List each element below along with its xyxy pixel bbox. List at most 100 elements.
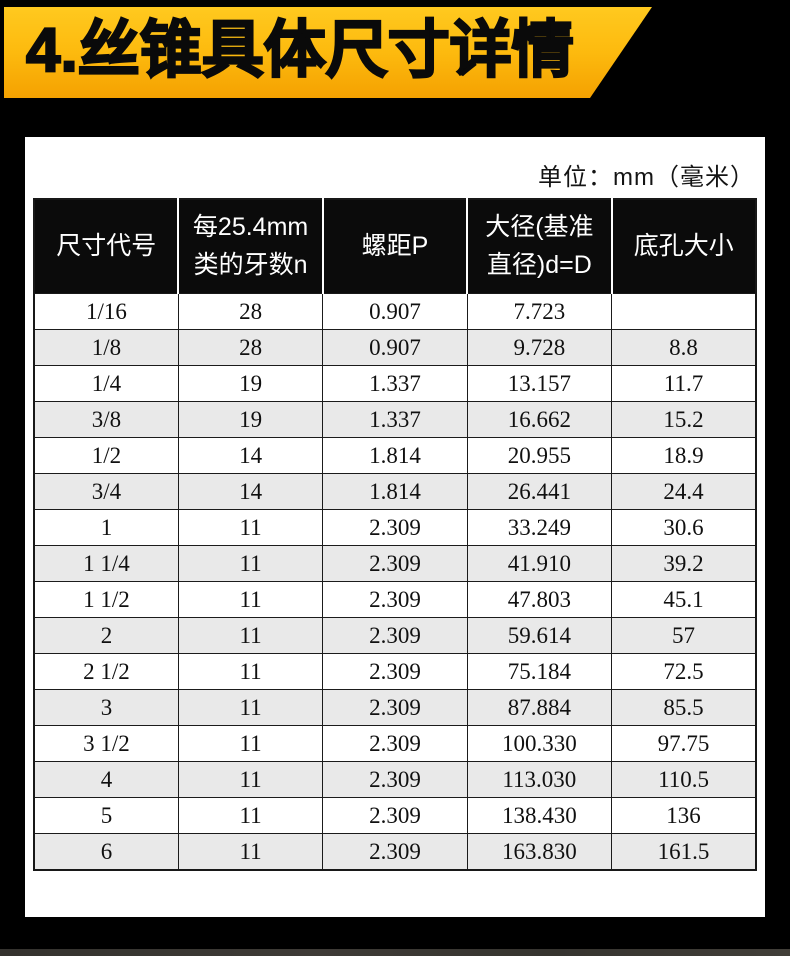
- cell-pilot-hole-size: 11.7: [611, 365, 757, 402]
- cell-major-diameter: 33.249: [466, 509, 613, 546]
- cell-pitch: 2.309: [322, 833, 468, 871]
- cell-pilot-hole-size: 30.6: [611, 509, 757, 546]
- cell-major-diameter: 75.184: [466, 653, 613, 690]
- cell-threads-per-inch: 19: [177, 365, 324, 402]
- cell-threads-per-inch: 11: [177, 617, 324, 654]
- cell-pitch: 1.337: [322, 401, 468, 438]
- cell-pilot-hole-size: 15.2: [611, 401, 757, 438]
- cell-pitch: 1.814: [322, 473, 468, 510]
- cell-threads-per-inch: 11: [177, 833, 324, 871]
- table-row: 2 11 2.309 59.614 57: [33, 617, 757, 654]
- cell-size-code: 3/8: [33, 401, 179, 438]
- cell-pilot-hole-size: 8.8: [611, 329, 757, 366]
- content-panel: 单位：mm（毫米） 尺寸代号 每25.4mm 类的牙数n 螺距P 大径(基准 直…: [25, 137, 765, 917]
- cell-pilot-hole-size: 45.1: [611, 581, 757, 618]
- cell-pitch: 0.907: [322, 293, 468, 330]
- cell-pilot-hole-size: 57: [611, 617, 757, 654]
- spec-table: 尺寸代号 每25.4mm 类的牙数n 螺距P 大径(基准 直径)d=D 底孔大小…: [33, 198, 757, 871]
- cell-major-diameter: 163.830: [466, 833, 613, 871]
- table-row: 4 11 2.309 113.030 110.5: [33, 761, 757, 798]
- column-header-major-diameter: 大径(基准 直径)d=D: [467, 199, 613, 294]
- table-body: 1/16 28 0.907 7.723 1/8 28 0.907 9.728 8…: [33, 293, 757, 871]
- cell-threads-per-inch: 11: [177, 509, 324, 546]
- table-row: 3 1/2 11 2.309 100.330 97.75: [33, 725, 757, 762]
- cell-pitch: 1.814: [322, 437, 468, 474]
- cell-pitch: 2.309: [322, 761, 468, 798]
- table-row: 1/8 28 0.907 9.728 8.8: [33, 329, 757, 366]
- cell-pitch: 2.309: [322, 653, 468, 690]
- cell-threads-per-inch: 28: [177, 293, 324, 330]
- column-header-threads-per-inch: 每25.4mm 类的牙数n: [178, 199, 324, 294]
- cell-pilot-hole-size: 24.4: [611, 473, 757, 510]
- cell-pilot-hole-size: 18.9: [611, 437, 757, 474]
- cell-pilot-hole-size: 110.5: [611, 761, 757, 798]
- cell-pitch: 2.309: [322, 581, 468, 618]
- cell-size-code: 3 1/2: [33, 725, 179, 762]
- table-header-row: 尺寸代号 每25.4mm 类的牙数n 螺距P 大径(基准 直径)d=D 底孔大小: [34, 199, 756, 294]
- cell-pitch: 0.907: [322, 329, 468, 366]
- cell-threads-per-inch: 11: [177, 689, 324, 726]
- cell-major-diameter: 16.662: [466, 401, 613, 438]
- cell-major-diameter: 59.614: [466, 617, 613, 654]
- cell-threads-per-inch: 11: [177, 581, 324, 618]
- cell-pilot-hole-size: [611, 293, 757, 330]
- cell-major-diameter: 100.330: [466, 725, 613, 762]
- column-header-pitch: 螺距P: [322, 199, 469, 294]
- cell-threads-per-inch: 11: [177, 545, 324, 582]
- cell-pilot-hole-size: 72.5: [611, 653, 757, 690]
- cell-major-diameter: 41.910: [466, 545, 613, 582]
- cell-threads-per-inch: 11: [177, 761, 324, 798]
- cell-size-code: 4: [33, 761, 179, 798]
- unit-note: 单位：mm（毫米）: [538, 164, 755, 191]
- column-header-pilot-hole-size: 底孔大小: [611, 199, 756, 294]
- cell-pilot-hole-size: 97.75: [611, 725, 757, 762]
- cell-size-code: 1/4: [33, 365, 179, 402]
- table-row: 2 1/2 11 2.309 75.184 72.5: [33, 653, 757, 690]
- cell-threads-per-inch: 11: [177, 653, 324, 690]
- table-row: 5 11 2.309 138.430 136: [33, 797, 757, 834]
- cell-size-code: 1 1/2: [33, 581, 179, 618]
- table-row: 1 1/4 11 2.309 41.910 39.2: [33, 545, 757, 582]
- cell-pilot-hole-size: 136: [611, 797, 757, 834]
- cell-pitch: 2.309: [322, 797, 468, 834]
- table-row: 1 1/2 11 2.309 47.803 45.1: [33, 581, 757, 618]
- cell-major-diameter: 9.728: [466, 329, 613, 366]
- cell-major-diameter: 113.030: [466, 761, 613, 798]
- table-row: 1/16 28 0.907 7.723: [33, 293, 757, 330]
- cell-size-code: 1: [33, 509, 179, 546]
- cell-major-diameter: 138.430: [466, 797, 613, 834]
- cell-size-code: 1 1/4: [33, 545, 179, 582]
- cell-pitch: 2.309: [322, 509, 468, 546]
- cell-size-code: 3: [33, 689, 179, 726]
- bottom-edge-strip: [0, 949, 790, 956]
- cell-threads-per-inch: 14: [177, 473, 324, 510]
- cell-size-code: 1/16: [33, 293, 179, 330]
- cell-major-diameter: 47.803: [466, 581, 613, 618]
- cell-pitch: 1.337: [322, 365, 468, 402]
- title-banner: 4.丝锥具体尺寸详情: [4, 7, 652, 98]
- table-row: 3/8 19 1.337 16.662 15.2: [33, 401, 757, 438]
- cell-size-code: 3/4: [33, 473, 179, 510]
- table-row: 1/2 14 1.814 20.955 18.9: [33, 437, 757, 474]
- cell-threads-per-inch: 28: [177, 329, 324, 366]
- cell-size-code: 6: [33, 833, 179, 871]
- cell-size-code: 2 1/2: [33, 653, 179, 690]
- cell-major-diameter: 20.955: [466, 437, 613, 474]
- table-header: 尺寸代号 每25.4mm 类的牙数n 螺距P 大径(基准 直径)d=D 底孔大小: [34, 199, 756, 294]
- cell-threads-per-inch: 19: [177, 401, 324, 438]
- cell-pilot-hole-size: 39.2: [611, 545, 757, 582]
- cell-size-code: 1/8: [33, 329, 179, 366]
- cell-threads-per-inch: 11: [177, 797, 324, 834]
- cell-pitch: 2.309: [322, 725, 468, 762]
- page-title: 4.丝锥具体尺寸详情: [26, 15, 574, 85]
- cell-size-code: 5: [33, 797, 179, 834]
- table-row: 6 11 2.309 163.830 161.5: [33, 833, 757, 871]
- table-row: 3/4 14 1.814 26.441 24.4: [33, 473, 757, 510]
- cell-pitch: 2.309: [322, 689, 468, 726]
- cell-pilot-hole-size: 85.5: [611, 689, 757, 726]
- cell-pitch: 2.309: [322, 545, 468, 582]
- cell-pitch: 2.309: [322, 617, 468, 654]
- cell-major-diameter: 87.884: [466, 689, 613, 726]
- cell-threads-per-inch: 11: [177, 725, 324, 762]
